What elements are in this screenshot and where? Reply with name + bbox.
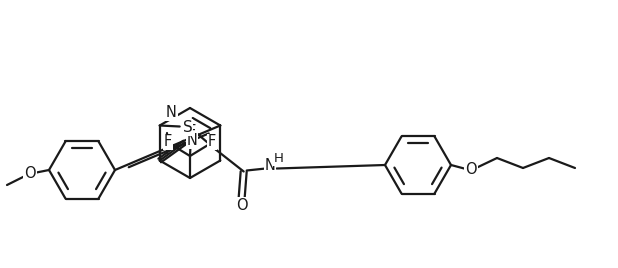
Text: F: F (164, 135, 172, 150)
Text: O: O (236, 198, 247, 213)
Text: N: N (166, 105, 177, 120)
Text: O: O (465, 162, 477, 177)
Text: N: N (186, 133, 197, 148)
Text: H: H (274, 152, 284, 165)
Text: S: S (183, 120, 193, 135)
Text: F: F (208, 135, 216, 150)
Text: F: F (188, 124, 196, 139)
Text: N: N (265, 158, 275, 173)
Text: O: O (24, 166, 36, 181)
